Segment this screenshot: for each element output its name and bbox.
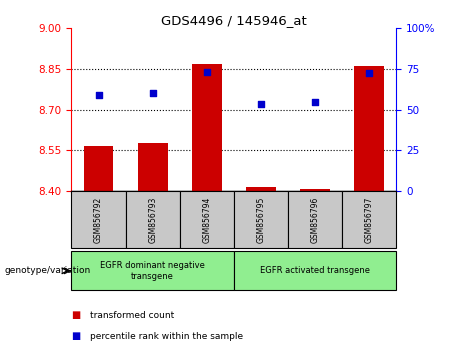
Bar	[342, 191, 396, 248]
Bar	[192, 64, 222, 191]
Point	[149, 91, 156, 96]
Text: GSM856794: GSM856794	[202, 196, 212, 243]
Bar	[234, 191, 288, 248]
Point	[95, 92, 102, 98]
Bar	[71, 251, 234, 290]
Point	[203, 69, 211, 75]
Text: transformed count: transformed count	[90, 310, 174, 320]
Bar	[234, 251, 396, 290]
Bar	[125, 191, 180, 248]
Bar	[288, 191, 342, 248]
Text: GSM856793: GSM856793	[148, 196, 157, 243]
Text: GSM856796: GSM856796	[311, 196, 320, 243]
Text: GSM856792: GSM856792	[94, 196, 103, 242]
Bar	[355, 66, 384, 191]
Text: ■: ■	[71, 331, 81, 341]
Bar	[83, 145, 113, 191]
Point	[312, 99, 319, 105]
Point	[366, 70, 373, 76]
Bar	[180, 191, 234, 248]
Text: GSM856797: GSM856797	[365, 196, 374, 243]
Text: genotype/variation: genotype/variation	[5, 266, 91, 275]
Text: EGFR dominant negative
transgene: EGFR dominant negative transgene	[100, 261, 205, 280]
Bar	[300, 189, 330, 191]
Text: EGFR activated transgene: EGFR activated transgene	[260, 266, 370, 275]
Text: GSM856795: GSM856795	[256, 196, 266, 243]
Bar	[71, 191, 125, 248]
Title: GDS4496 / 145946_at: GDS4496 / 145946_at	[161, 14, 307, 27]
Bar	[246, 187, 276, 191]
Bar	[138, 143, 168, 191]
Text: ■: ■	[71, 310, 81, 320]
Text: percentile rank within the sample: percentile rank within the sample	[90, 332, 243, 341]
Point	[257, 101, 265, 107]
